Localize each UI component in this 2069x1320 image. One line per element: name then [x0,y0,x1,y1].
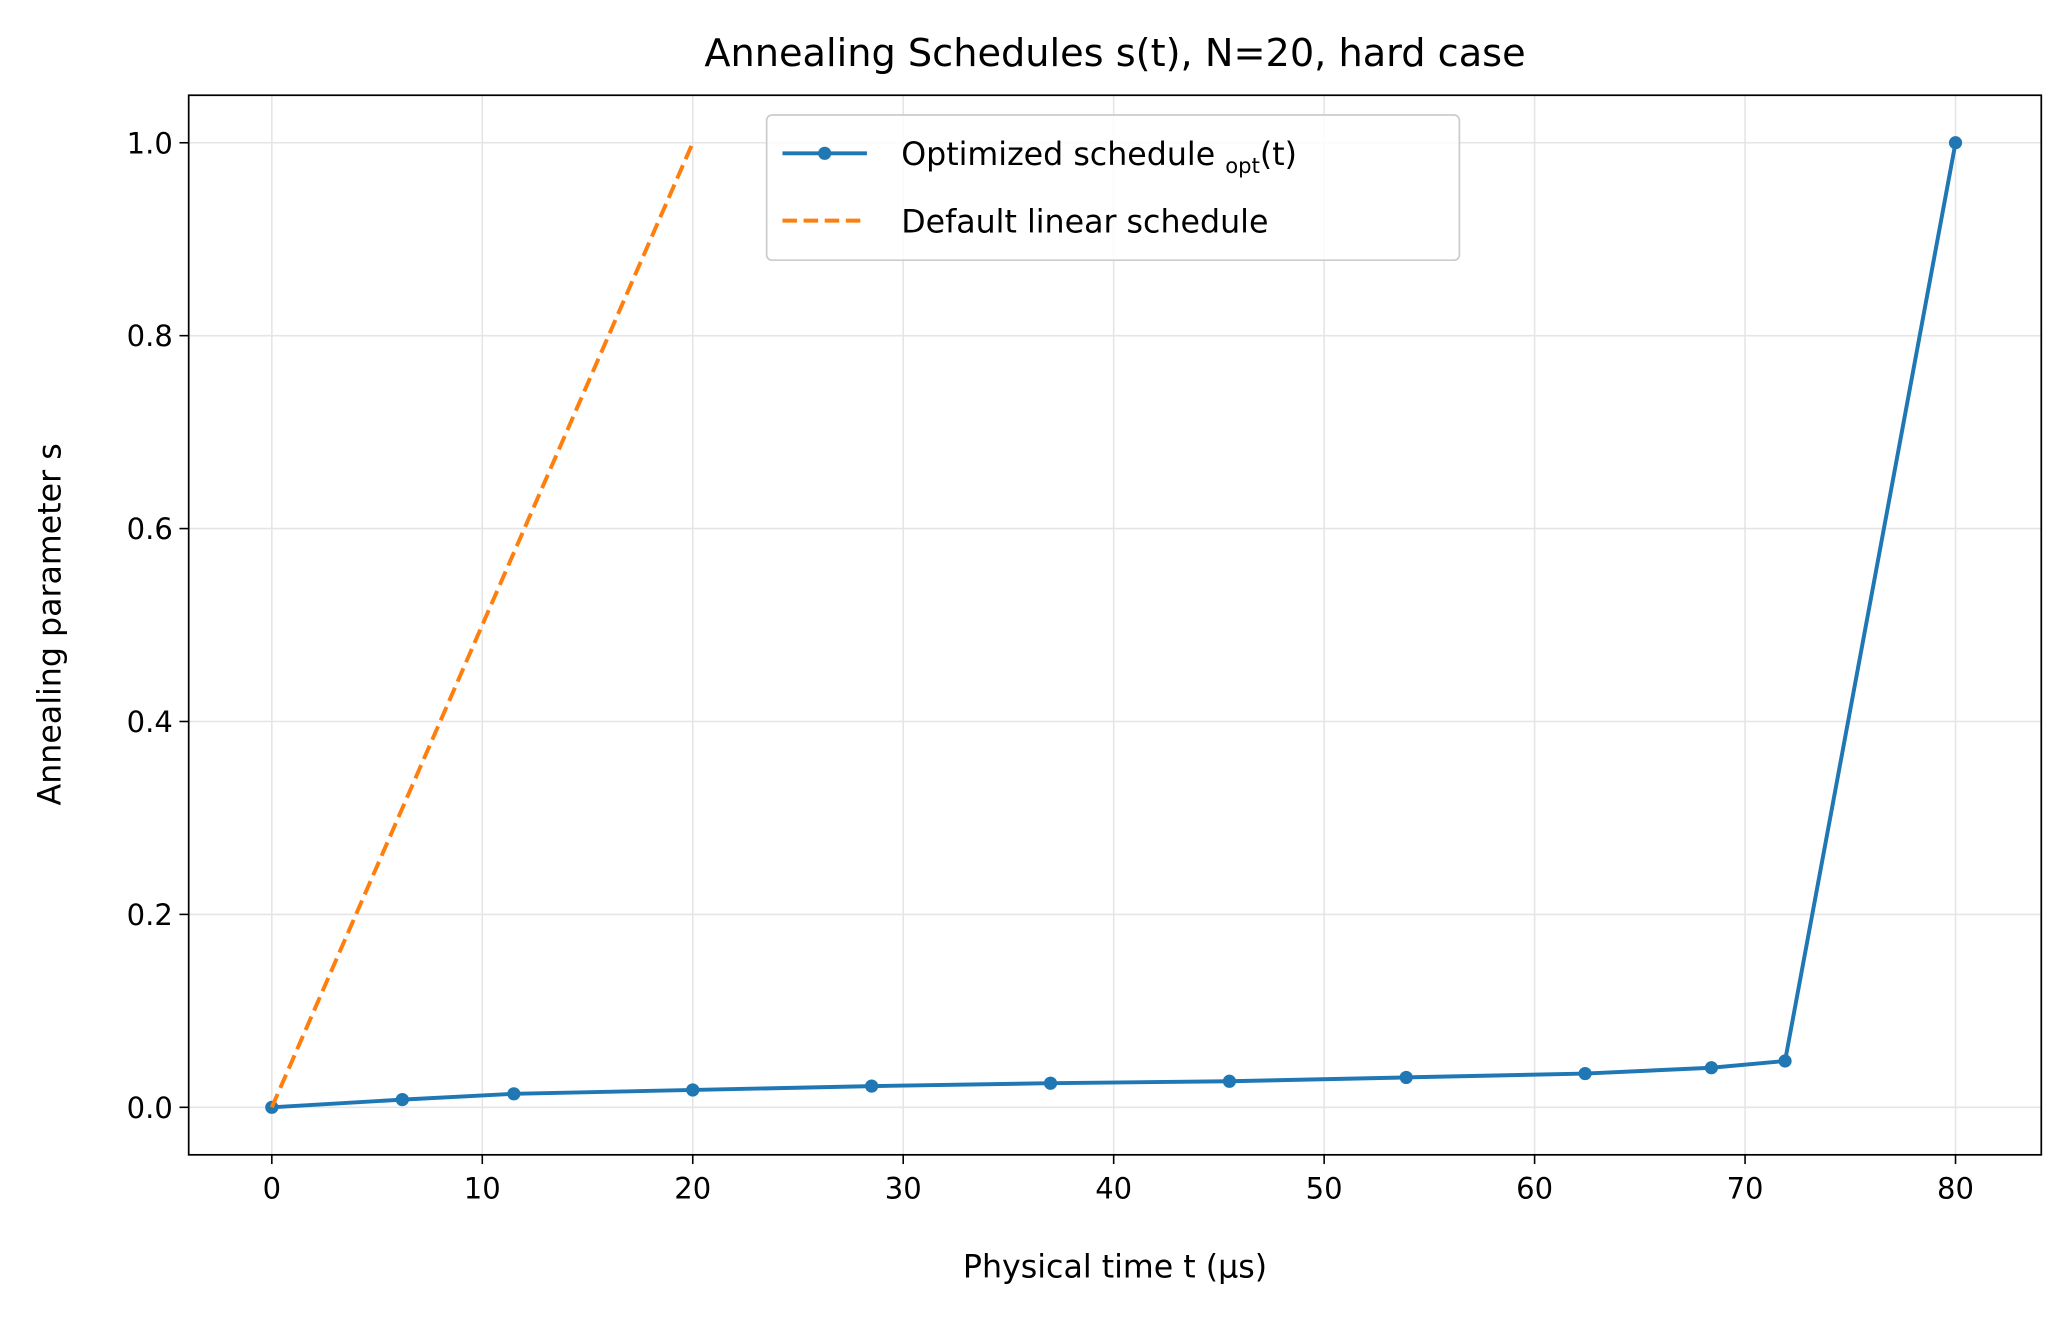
legend-label-optimized: Optimized schedule opt(t) [901,137,1297,178]
data-point-optimized [1704,1061,1718,1075]
legend-box [765,114,1461,262]
data-point-optimized [1578,1066,1592,1081]
data-point-optimized [507,1087,521,1101]
legend-label-main: Optimized schedule [901,137,1225,173]
data-point-optimized [395,1093,409,1107]
y-tick-label: 0.0 [127,1091,173,1125]
data-point-optimized [1043,1076,1058,1090]
y-tick-label: 1.0 [127,126,173,160]
ticks: 0 10 20 30 40 50 60 70 80 0.0 0.2 0.4 0.6 0.8 1.0 [127,126,1974,1205]
grid [188,95,2042,1155]
x-axis-label: Physical time t (μs) [963,1250,1267,1286]
y-tick-label: 0.6 [127,512,173,546]
data-point-optimized [865,1079,879,1093]
data-point-optimized [1222,1074,1237,1088]
x-tick-label: 20 [674,1171,711,1205]
x-tick-label: 30 [885,1171,922,1205]
y-tick-label: 0.2 [127,898,173,932]
x-tick-label: 60 [1516,1171,1553,1205]
data-point-optimized [1399,1070,1413,1085]
plot-frame [187,94,2043,1156]
legend-label-default: Default linear schedule [901,204,1268,240]
legend-marker-optimized [818,146,832,160]
x-tick-label: 80 [1937,1171,1974,1205]
legend-label-sub: opt [1225,153,1260,178]
legend: Optimized schedule opt(t) Default linear… [765,114,1461,262]
y-axis-label: Annealing parameter s [33,443,69,805]
chart-title: Annealing Schedules s(t), N=20, hard cas… [704,31,1525,76]
x-tick-label: 50 [1306,1171,1343,1205]
x-tick-label: 70 [1727,1171,1764,1205]
x-tick-label: 0 [263,1171,281,1205]
data-point-optimized [1778,1054,1792,1068]
y-tick-label: 0.4 [127,705,173,739]
series-layer [265,136,1963,1114]
x-tick-label: 10 [464,1171,501,1205]
series-line-default [270,141,695,1109]
series-line-optimized [271,142,1958,1110]
y-tick-label: 0.8 [127,319,173,353]
legend-label-tail: (t) [1260,137,1297,173]
x-tick-label: 40 [1095,1171,1132,1205]
data-point-optimized [1948,136,1963,150]
data-point-optimized [686,1083,700,1097]
